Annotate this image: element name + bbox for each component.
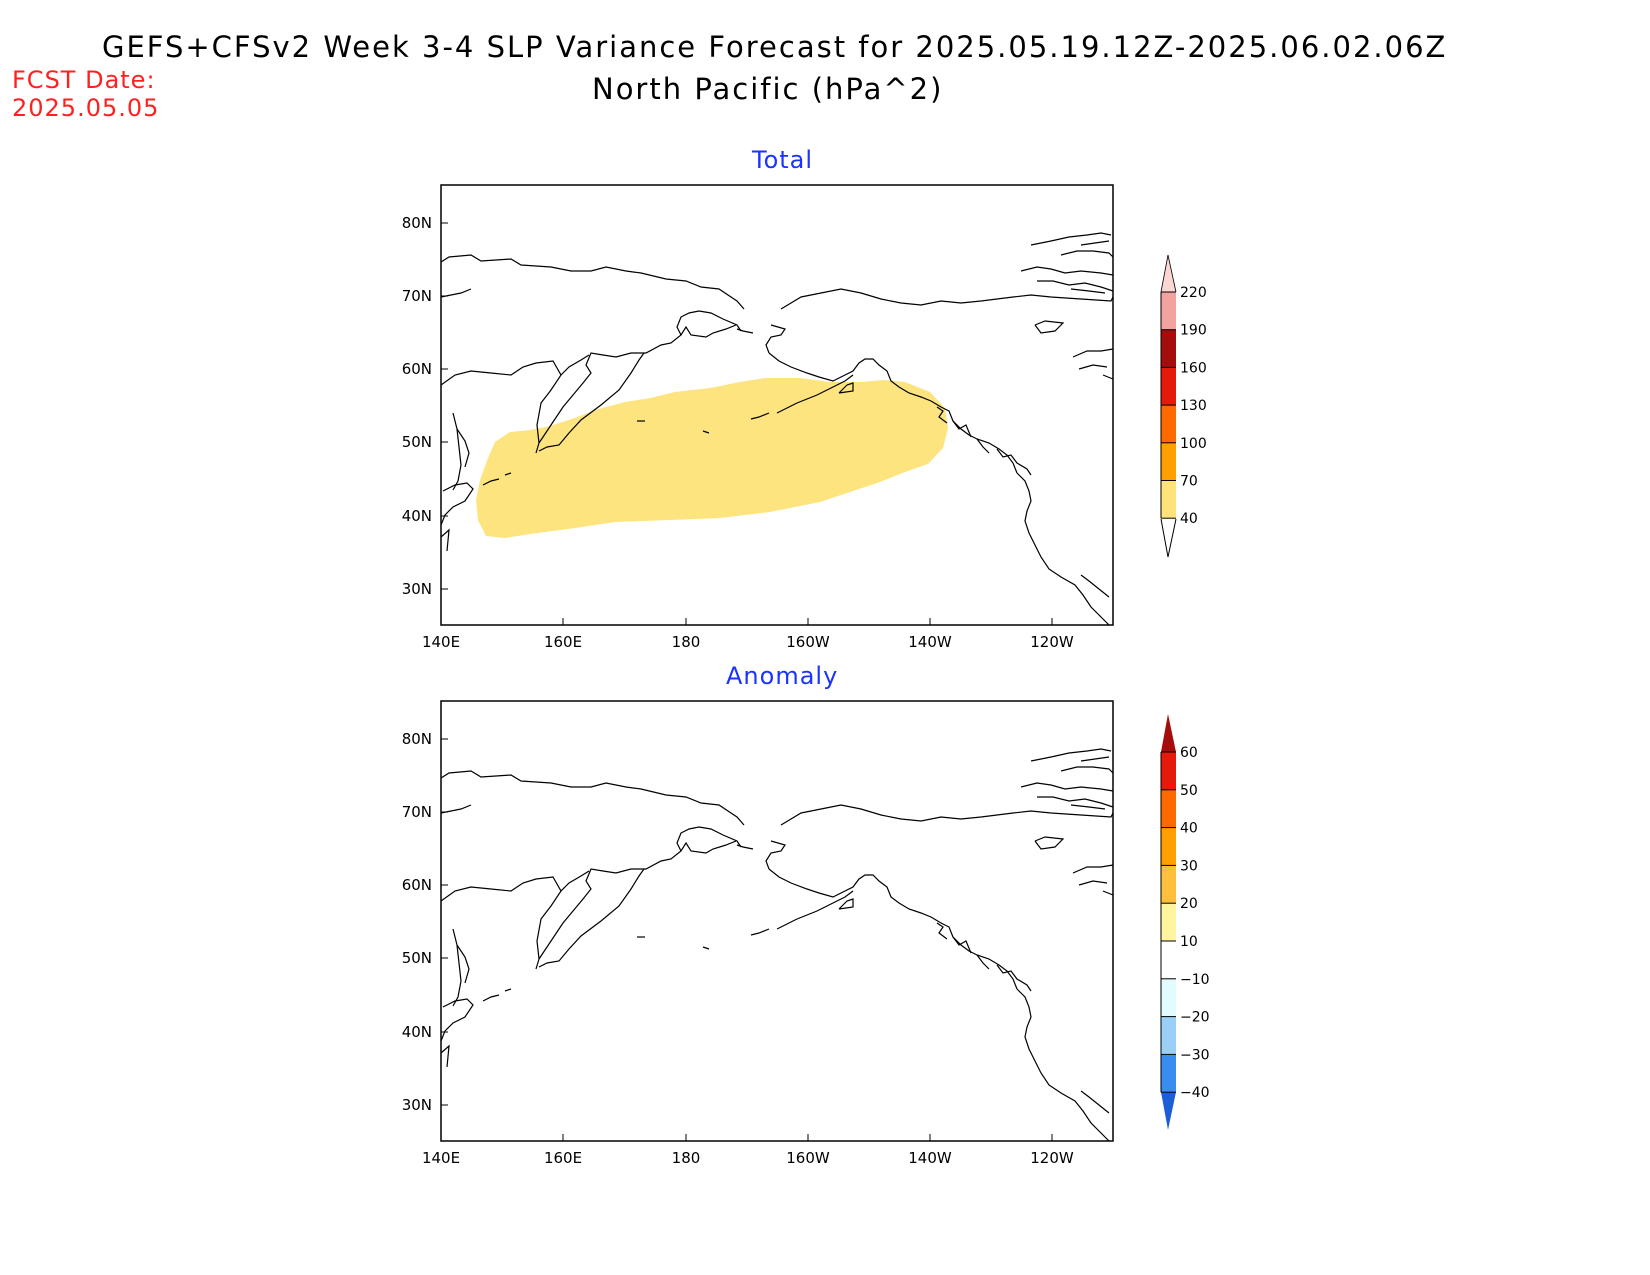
lat-label: 30N xyxy=(402,580,432,598)
lon-label: 140W xyxy=(908,633,952,651)
colorbar-total: 220 190 160 130 100 70 40 xyxy=(1160,254,1207,558)
lat-label: 50N xyxy=(402,949,432,967)
map-frame-anomaly xyxy=(441,701,1113,1141)
colorbar-segment xyxy=(1161,827,1176,866)
colorbar-anomaly: 60 50 40 30 20 10 −10 −20 −30 −40 xyxy=(1160,714,1210,1130)
lon-label: 120W xyxy=(1030,1149,1074,1167)
colorbar-segment xyxy=(1161,1054,1176,1093)
colorbar-label: −10 xyxy=(1180,972,1210,988)
colorbar-segment xyxy=(1161,329,1176,368)
colorbar-segment xyxy=(1161,903,1176,941)
forecast-date-value: 2025.05.05 xyxy=(12,94,160,122)
lon-label: 180 xyxy=(672,633,701,651)
axis-ticks-total: 80N 70N 60N 50N 40N 30N 140E 160E 180 160W 140W 120… xyxy=(402,214,1074,651)
colorbar-label: 50 xyxy=(1180,783,1198,799)
colorbar-total-bottom-triangle xyxy=(1160,518,1177,558)
colorbar-label: −40 xyxy=(1180,1085,1210,1101)
colorbar-segment xyxy=(1161,865,1176,904)
lat-label: 70N xyxy=(402,803,432,821)
colorbar-label: 70 xyxy=(1180,474,1198,490)
colorbar-segment xyxy=(1161,789,1176,828)
colorbar-segment xyxy=(1161,978,1176,1017)
panel-title-total: Total xyxy=(752,146,814,174)
colorbar-label: 190 xyxy=(1180,323,1207,339)
colorbar-label: 40 xyxy=(1180,821,1198,837)
forecast-date-label: FCST Date: xyxy=(12,66,156,94)
lat-label: 30N xyxy=(402,1096,432,1114)
colorbar-segment xyxy=(1161,367,1176,406)
colorbar-label: 40 xyxy=(1180,511,1198,527)
colorbar-label: −30 xyxy=(1180,1047,1210,1063)
axis-ticks-anomaly: 80N 70N 60N 50N 40N 30N 140E 160E 180 160W 140W 120… xyxy=(402,730,1074,1167)
panel-title-anomaly: Anomaly xyxy=(726,662,839,690)
lat-label: 60N xyxy=(402,360,432,378)
lat-label: 70N xyxy=(402,287,432,305)
lat-label: 40N xyxy=(402,1023,432,1041)
colorbar-segment xyxy=(1161,442,1176,481)
variance-fill-region xyxy=(476,378,948,538)
colorbar-label: 20 xyxy=(1180,896,1198,912)
map-panel-anomaly: 80N 70N 60N 50N 40N 30N 140E 160E 180 160W 140W 120… xyxy=(402,700,1114,1167)
lat-label: 50N xyxy=(402,433,432,451)
colorbar-label: 160 xyxy=(1180,360,1207,376)
lon-label: 140W xyxy=(908,1149,952,1167)
lat-label: 80N xyxy=(402,214,432,232)
lon-label: 160W xyxy=(786,1149,830,1167)
colorbar-label: 60 xyxy=(1180,745,1198,761)
lon-label: 160E xyxy=(544,1149,582,1167)
colorbar-label: 10 xyxy=(1180,934,1198,950)
colorbar-label: −20 xyxy=(1180,1010,1210,1026)
lon-label: 160W xyxy=(786,633,830,651)
colorbar-label: 220 xyxy=(1180,285,1207,301)
lat-label: 60N xyxy=(402,876,432,894)
colorbar-anomaly-top-triangle xyxy=(1161,714,1176,752)
colorbar-label: 30 xyxy=(1180,858,1198,874)
colorbar-segment xyxy=(1161,292,1176,330)
chart-subtitle: North Pacific (hPa^2) xyxy=(592,72,944,106)
colorbar-total-top-triangle xyxy=(1161,255,1176,292)
colorbar-segment xyxy=(1161,480,1176,519)
colorbar-segment xyxy=(1161,1016,1176,1055)
lon-label: 140E xyxy=(422,633,460,651)
lat-label: 40N xyxy=(402,507,432,525)
colorbar-label: 100 xyxy=(1180,436,1207,452)
lon-label: 160E xyxy=(544,633,582,651)
colorbar-segment xyxy=(1161,405,1176,443)
colorbar-segment xyxy=(1161,752,1176,790)
colorbar-anomaly-bottom-triangle xyxy=(1161,1092,1176,1130)
colorbar-label: 130 xyxy=(1180,398,1207,414)
map-panel-total: 80N 70N 60N 50N 40N 30N 140E 160E 180 160W 140W 120… xyxy=(402,184,1114,651)
lat-label: 80N xyxy=(402,730,432,748)
lon-label: 120W xyxy=(1030,633,1074,651)
lon-label: 140E xyxy=(422,1149,460,1167)
chart-title: GEFS+CFSv2 Week 3-4 SLP Variance Forecas… xyxy=(102,30,1448,64)
lon-label: 180 xyxy=(672,1149,701,1167)
colorbar-segment xyxy=(1161,941,1176,979)
